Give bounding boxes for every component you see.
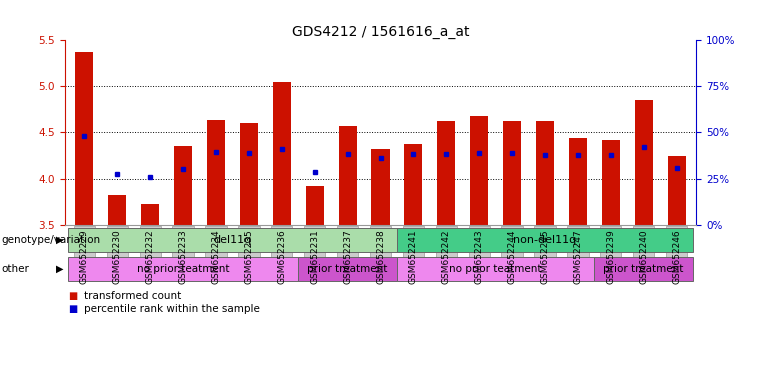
- Text: no prior teatment: no prior teatment: [137, 264, 229, 274]
- Text: genotype/variation: genotype/variation: [2, 235, 100, 245]
- FancyBboxPatch shape: [139, 226, 161, 279]
- Title: GDS4212 / 1561616_a_at: GDS4212 / 1561616_a_at: [291, 25, 470, 39]
- FancyBboxPatch shape: [205, 226, 227, 279]
- FancyBboxPatch shape: [74, 226, 95, 279]
- FancyBboxPatch shape: [567, 226, 588, 279]
- Bar: [207, 121, 225, 225]
- FancyBboxPatch shape: [594, 257, 693, 281]
- Bar: [272, 82, 291, 225]
- Bar: [108, 195, 126, 225]
- Bar: [142, 204, 159, 225]
- Text: no prior teatment: no prior teatment: [450, 264, 542, 274]
- FancyBboxPatch shape: [666, 226, 687, 279]
- Text: ▶: ▶: [56, 264, 63, 274]
- FancyBboxPatch shape: [298, 257, 397, 281]
- FancyBboxPatch shape: [633, 226, 654, 279]
- FancyBboxPatch shape: [271, 226, 292, 279]
- Text: ■: ■: [68, 304, 78, 314]
- Bar: [371, 149, 390, 225]
- FancyBboxPatch shape: [107, 226, 128, 279]
- FancyBboxPatch shape: [600, 226, 622, 279]
- Text: ▶: ▶: [56, 235, 63, 245]
- Text: non-del11q: non-del11q: [514, 235, 577, 245]
- Text: ■: ■: [68, 291, 78, 301]
- FancyBboxPatch shape: [68, 257, 298, 281]
- Bar: [174, 146, 193, 225]
- Text: del11q: del11q: [213, 235, 252, 245]
- FancyBboxPatch shape: [397, 257, 594, 281]
- Bar: [240, 123, 258, 225]
- Bar: [306, 186, 323, 225]
- Bar: [470, 116, 489, 225]
- FancyBboxPatch shape: [534, 226, 556, 279]
- Bar: [75, 52, 94, 225]
- Bar: [568, 138, 587, 225]
- Text: prior treatment: prior treatment: [307, 264, 388, 274]
- Bar: [503, 121, 521, 225]
- Bar: [667, 156, 686, 225]
- Bar: [602, 140, 619, 225]
- FancyBboxPatch shape: [337, 226, 358, 279]
- Bar: [404, 144, 422, 225]
- Bar: [438, 121, 455, 225]
- Text: other: other: [2, 264, 30, 274]
- FancyBboxPatch shape: [68, 228, 397, 252]
- Text: prior treatment: prior treatment: [603, 264, 684, 274]
- Bar: [536, 121, 554, 225]
- Bar: [635, 100, 653, 225]
- FancyBboxPatch shape: [370, 226, 391, 279]
- FancyBboxPatch shape: [304, 226, 326, 279]
- Text: percentile rank within the sample: percentile rank within the sample: [84, 304, 260, 314]
- FancyBboxPatch shape: [403, 226, 424, 279]
- FancyBboxPatch shape: [238, 226, 260, 279]
- FancyBboxPatch shape: [469, 226, 490, 279]
- FancyBboxPatch shape: [173, 226, 194, 279]
- FancyBboxPatch shape: [397, 228, 693, 252]
- Text: transformed count: transformed count: [84, 291, 181, 301]
- FancyBboxPatch shape: [501, 226, 523, 279]
- Bar: [339, 126, 357, 225]
- FancyBboxPatch shape: [435, 226, 457, 279]
